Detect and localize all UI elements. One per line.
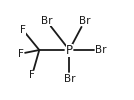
Text: P: P (66, 44, 73, 56)
Text: Br: Br (64, 74, 75, 84)
Text: F: F (20, 25, 26, 35)
Text: Br: Br (95, 45, 107, 55)
Text: Br: Br (41, 16, 52, 26)
Text: F: F (29, 70, 35, 81)
Text: F: F (18, 49, 24, 59)
Text: Br: Br (79, 16, 90, 26)
